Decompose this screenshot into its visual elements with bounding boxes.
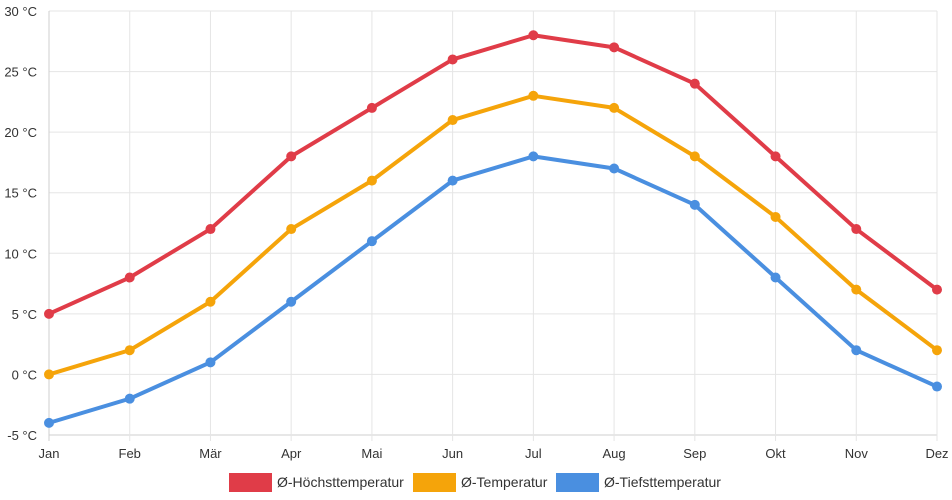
data-point[interactable] <box>770 151 781 162</box>
data-point[interactable] <box>366 236 377 247</box>
data-point[interactable] <box>932 345 942 356</box>
data-point[interactable] <box>851 345 862 356</box>
x-tick-label: Sep <box>683 446 706 461</box>
legend: Ø-Höchsttemperatur Ø-Temperatur Ø-Tiefstte… <box>229 473 721 492</box>
x-tick-label: Mai <box>361 446 382 461</box>
series-line <box>47 33 939 316</box>
data-point[interactable] <box>932 381 942 392</box>
y-tick-label: 25 °C <box>4 65 37 80</box>
data-point[interactable] <box>44 417 54 428</box>
x-tick-label: Aug <box>603 446 626 461</box>
data-point[interactable] <box>528 90 539 101</box>
data-point[interactable] <box>286 151 297 162</box>
data-point[interactable] <box>528 151 539 162</box>
x-tick-label: Jun <box>442 446 463 461</box>
data-point[interactable] <box>851 224 862 235</box>
y-tick-label: 0 °C <box>12 367 37 382</box>
x-tick-label: Apr <box>281 446 302 461</box>
data-point[interactable] <box>609 102 620 113</box>
data-point[interactable] <box>205 224 216 235</box>
x-tick-label: Jan <box>39 446 60 461</box>
y-tick-label: 15 °C <box>4 186 37 201</box>
data-point[interactable] <box>124 393 135 404</box>
data-point[interactable] <box>286 296 297 307</box>
data-point[interactable] <box>689 151 700 162</box>
y-tick-label: 10 °C <box>4 246 37 261</box>
legend-swatch[interactable] <box>229 473 272 492</box>
y-tick-label: 20 °C <box>4 125 37 140</box>
data-point[interactable] <box>609 42 620 53</box>
data-point[interactable] <box>932 284 942 295</box>
data-point[interactable] <box>689 78 700 89</box>
grid-lines <box>48 10 938 441</box>
x-tick-label: Dez <box>925 446 948 461</box>
x-tick-label: Nov <box>845 446 869 461</box>
data-point[interactable] <box>447 115 458 126</box>
legend-swatch[interactable] <box>413 473 456 492</box>
data-point[interactable] <box>205 357 216 368</box>
data-point[interactable] <box>770 211 781 222</box>
data-point[interactable] <box>44 308 54 319</box>
data-point[interactable] <box>286 224 297 235</box>
x-tick-label: Feb <box>119 446 141 461</box>
y-tick-label: -5 °C <box>7 428 37 443</box>
legend-label[interactable]: Ø-Höchsttemperatur <box>277 474 404 490</box>
data-point[interactable] <box>689 199 700 210</box>
series-line <box>47 154 939 425</box>
series-layer <box>44 30 942 428</box>
data-point[interactable] <box>447 175 458 186</box>
x-axis-ticks: Jan Feb Mär Apr Mai Jun Jul Aug Sep Okt Nov Dez <box>39 446 949 461</box>
data-point[interactable] <box>609 163 620 174</box>
data-point[interactable] <box>770 272 781 283</box>
data-point[interactable] <box>366 102 377 113</box>
data-point[interactable] <box>44 369 54 380</box>
data-point[interactable] <box>447 54 458 65</box>
y-tick-label: 30 °C <box>4 4 37 19</box>
data-point[interactable] <box>851 284 862 295</box>
legend-swatch[interactable] <box>556 473 599 492</box>
y-axis-ticks: 30 °C 25 °C 20 °C 15 °C 10 °C 5 °C 0 °C -5 °C <box>4 4 37 443</box>
y-tick-label: 5 °C <box>12 307 37 322</box>
data-point[interactable] <box>366 175 377 186</box>
data-point[interactable] <box>124 345 135 356</box>
data-point[interactable] <box>528 30 539 41</box>
data-point[interactable] <box>124 272 135 283</box>
series-line <box>47 93 939 377</box>
legend-label[interactable]: Ø-Temperatur <box>461 474 548 490</box>
x-tick-label: Mär <box>199 446 222 461</box>
legend-label[interactable]: Ø-Tiefsttemperatur <box>604 474 721 490</box>
x-tick-label: Jul <box>525 446 542 461</box>
data-point[interactable] <box>205 296 216 307</box>
x-tick-label: Okt <box>765 446 786 461</box>
